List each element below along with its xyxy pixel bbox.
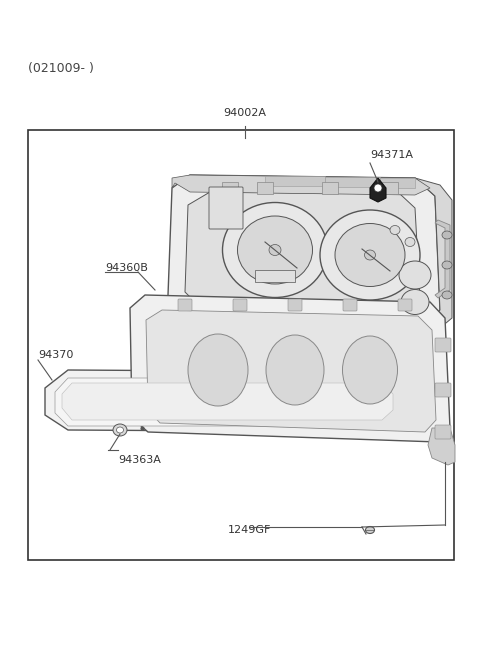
Polygon shape	[322, 182, 338, 194]
Ellipse shape	[442, 291, 452, 299]
Polygon shape	[55, 378, 400, 426]
Text: 94370: 94370	[38, 350, 73, 360]
Ellipse shape	[405, 238, 415, 246]
FancyBboxPatch shape	[398, 299, 412, 311]
Polygon shape	[45, 370, 408, 432]
Text: 94371A: 94371A	[370, 150, 413, 160]
Polygon shape	[172, 175, 430, 195]
Polygon shape	[257, 182, 273, 194]
Text: 94363A: 94363A	[118, 455, 161, 465]
Ellipse shape	[343, 336, 397, 404]
Polygon shape	[428, 428, 455, 465]
FancyBboxPatch shape	[255, 270, 295, 282]
FancyBboxPatch shape	[178, 299, 192, 311]
Ellipse shape	[238, 216, 312, 284]
Polygon shape	[435, 220, 450, 298]
FancyBboxPatch shape	[343, 299, 357, 311]
FancyBboxPatch shape	[435, 383, 451, 397]
FancyBboxPatch shape	[435, 338, 451, 352]
Polygon shape	[265, 176, 325, 186]
Polygon shape	[62, 383, 393, 420]
Ellipse shape	[188, 334, 248, 406]
Ellipse shape	[399, 261, 431, 289]
FancyBboxPatch shape	[233, 299, 247, 311]
Ellipse shape	[335, 223, 405, 286]
Text: 94002A: 94002A	[224, 108, 266, 118]
Ellipse shape	[442, 231, 452, 239]
Ellipse shape	[223, 202, 327, 297]
Polygon shape	[130, 295, 450, 442]
Ellipse shape	[374, 184, 382, 192]
Ellipse shape	[364, 250, 375, 260]
Polygon shape	[222, 182, 238, 194]
Ellipse shape	[320, 210, 420, 300]
FancyBboxPatch shape	[288, 299, 302, 311]
Text: 94360B: 94360B	[105, 263, 148, 273]
Ellipse shape	[401, 290, 429, 314]
Polygon shape	[185, 192, 420, 308]
Ellipse shape	[266, 335, 324, 405]
Polygon shape	[382, 182, 398, 194]
Polygon shape	[415, 178, 452, 328]
Ellipse shape	[113, 424, 127, 436]
Polygon shape	[325, 177, 380, 187]
Polygon shape	[370, 178, 386, 202]
Polygon shape	[380, 178, 415, 188]
Text: 1249GF: 1249GF	[228, 525, 272, 535]
FancyBboxPatch shape	[435, 425, 451, 439]
Polygon shape	[168, 175, 440, 322]
Ellipse shape	[442, 261, 452, 269]
Ellipse shape	[365, 527, 374, 534]
Ellipse shape	[390, 225, 400, 234]
Bar	[28, 130, 454, 560]
Ellipse shape	[269, 244, 281, 255]
Text: (021009- ): (021009- )	[28, 62, 94, 75]
Polygon shape	[146, 310, 436, 432]
Ellipse shape	[117, 427, 123, 433]
FancyBboxPatch shape	[209, 187, 243, 229]
